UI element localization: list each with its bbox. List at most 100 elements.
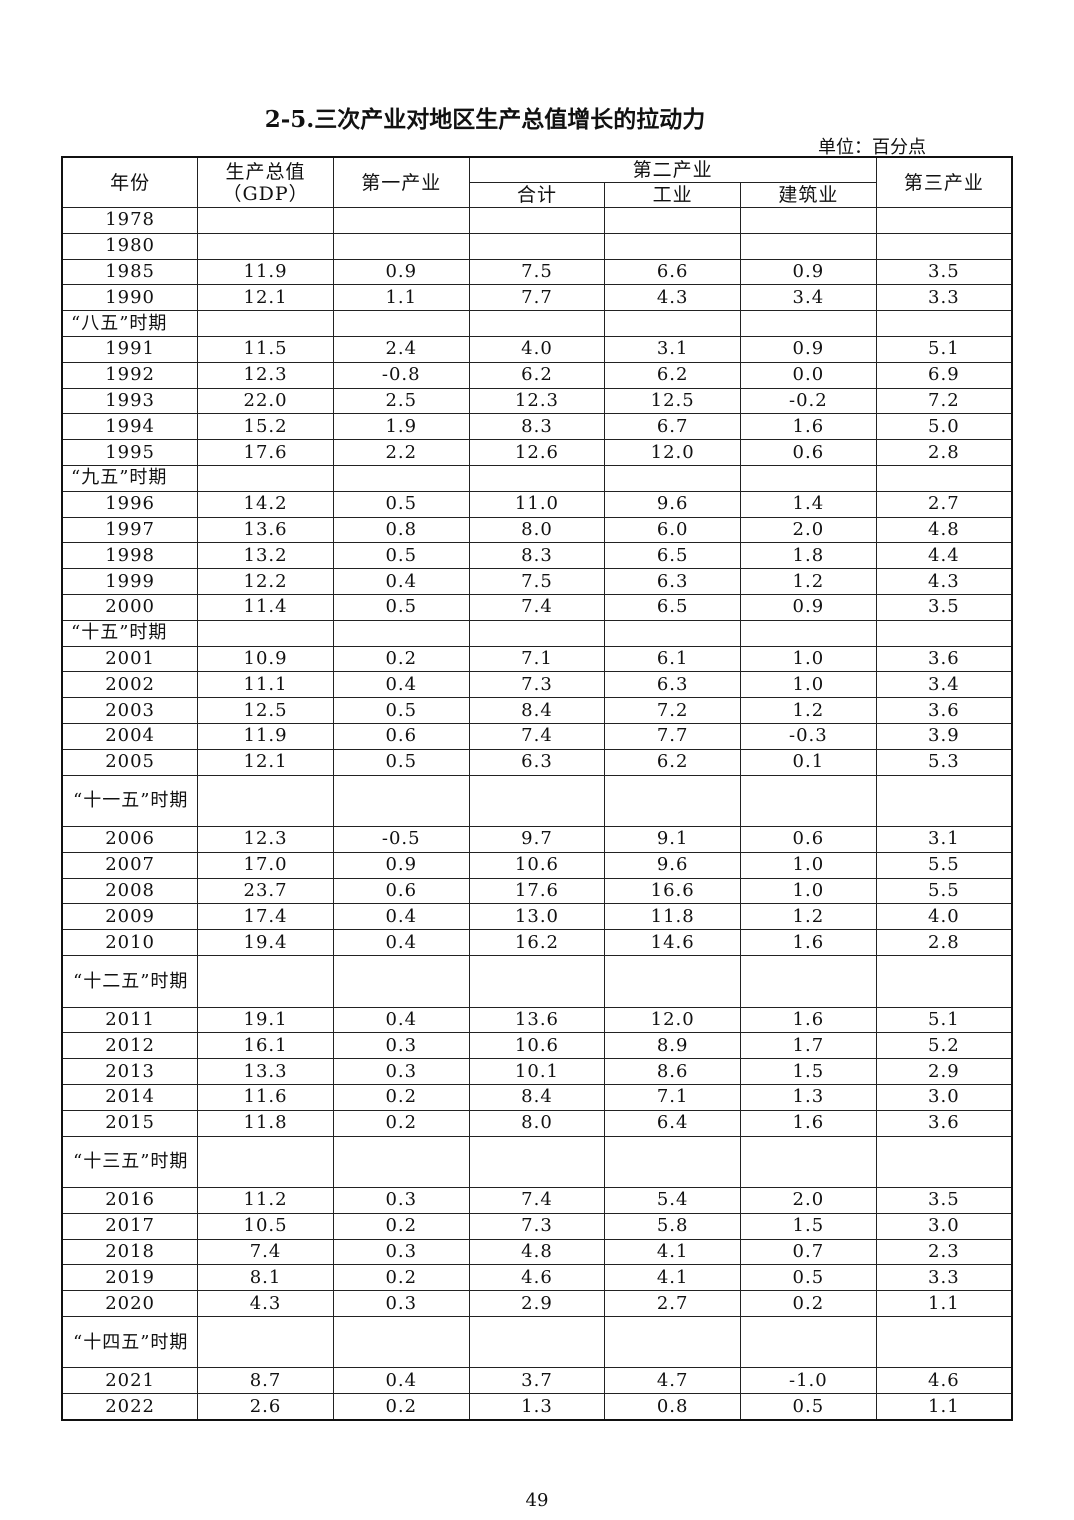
table-row: 2018 7.4 0.3 4.8 4.1 0.7 2.3 [61,1238,1013,1266]
industry-cell: 7.2 [604,697,742,724]
period-row: “十四五”时期 [61,1315,1013,1369]
gdp-cell: 12.3 [197,826,334,853]
industry-cell: 6.2 [604,748,742,776]
secondary-total-cell: 13.0 [468,903,606,931]
gdp-cell: 10.9 [197,645,334,673]
row-label: 2002 [61,671,199,699]
gdp-cell [197,1135,334,1188]
header-industry: 工业 [604,182,742,208]
gdp-cell: 11.2 [197,1187,334,1214]
secondary-total-cell: 3.7 [468,1367,606,1395]
primary-cell: 1.1 [332,284,470,312]
secondary-total-cell [468,619,606,647]
secondary-total-cell: 8.4 [468,697,606,724]
secondary-total-cell: 7.3 [468,1212,606,1240]
tertiary-cell: 3.5 [875,1187,1013,1214]
industry-cell: 6.3 [604,671,742,699]
tertiary-cell [875,1135,1013,1188]
secondary-total-cell: 4.8 [468,1238,606,1266]
period-row: “十一五”时期 [61,774,1013,828]
primary-cell: 0.3 [332,1058,470,1085]
table-row: 1985 11.9 0.9 7.5 6.6 0.9 3.5 [61,258,1013,286]
construction-cell: 1.0 [740,851,877,879]
tertiary-cell: 4.8 [875,516,1013,544]
primary-cell: 0.4 [332,568,470,595]
tertiary-cell: 3.0 [875,1212,1013,1240]
table-row: 2020 4.3 0.3 2.9 2.7 0.2 1.1 [61,1290,1013,1317]
secondary-total-cell [468,310,606,337]
secondary-total-cell [468,1135,606,1188]
primary-cell: 0.5 [332,697,470,724]
tertiary-cell: 4.3 [875,568,1013,595]
row-label: 2000 [61,593,199,621]
tertiary-cell: 3.6 [875,645,1013,673]
row-label: 2004 [61,722,199,750]
table-row: 1995 17.6 2.2 12.6 12.0 0.6 2.8 [61,439,1013,466]
secondary-total-cell: 10.6 [468,851,606,879]
construction-cell: 1.2 [740,903,877,931]
header-construction: 建筑业 [740,182,877,208]
construction-cell: 1.5 [740,1212,877,1240]
industry-cell: 7.7 [604,722,742,750]
industry-cell: 6.3 [604,568,742,595]
primary-cell: 0.9 [332,851,470,879]
gdp-cell [197,619,334,647]
secondary-total-cell [468,955,606,1008]
table-row: 2007 17.0 0.9 10.6 9.6 1.0 5.5 [61,851,1013,879]
gdp-cell: 11.4 [197,593,334,621]
row-label: 2015 [61,1109,199,1137]
construction-cell: 0.9 [740,335,877,363]
row-label: 1992 [61,361,199,389]
tertiary-cell: 5.5 [875,877,1013,905]
row-label: 2010 [61,929,199,957]
secondary-total-cell: 8.0 [468,1109,606,1137]
primary-cell: 2.5 [332,387,470,415]
primary-cell: 0.5 [332,748,470,776]
industry-cell: 6.5 [604,593,742,621]
secondary-total-cell: 8.0 [468,516,606,544]
table-row: 2005 12.1 0.5 6.3 6.2 0.1 5.3 [61,748,1013,776]
tertiary-cell: 1.1 [875,1393,1013,1421]
gdp-cell: 12.1 [197,284,334,312]
gdp-cell: 11.9 [197,258,334,286]
primary-cell: 0.4 [332,1006,470,1034]
primary-cell: 0.3 [332,1238,470,1266]
gdp-cell [197,955,334,1008]
industry-cell: 8.9 [604,1032,742,1060]
primary-cell: 0.4 [332,903,470,931]
tertiary-cell: 5.2 [875,1032,1013,1060]
row-label: “八五”时期 [61,310,199,337]
industry-cell: 16.6 [604,877,742,905]
row-label: 1978 [61,207,199,234]
construction-cell [740,1135,877,1188]
row-label: “十四五”时期 [61,1315,199,1369]
tertiary-cell: 3.4 [875,671,1013,699]
industry-cell: 12.5 [604,387,742,415]
row-label: 2001 [61,645,199,673]
gdp-cell: 8.1 [197,1264,334,1292]
table-row: 2015 11.8 0.2 8.0 6.4 1.6 3.6 [61,1109,1013,1137]
construction-cell: 0.7 [740,1238,877,1266]
industry-cell: 0.8 [604,1393,742,1421]
table-row: 2009 17.4 0.4 13.0 11.8 1.2 4.0 [61,903,1013,931]
gdp-cell: 13.2 [197,542,334,570]
period-row: “十五”时期 [61,619,1013,647]
row-label: 2007 [61,851,199,879]
construction-cell: 2.0 [740,516,877,544]
gdp-cell: 17.0 [197,851,334,879]
gdp-cell: 11.9 [197,722,334,750]
table-row: 1997 13.6 0.8 8.0 6.0 2.0 4.8 [61,516,1013,544]
primary-cell [332,232,470,260]
secondary-total-cell: 2.9 [468,1290,606,1317]
row-label: “十三五”时期 [61,1135,199,1188]
construction-cell [740,207,877,234]
construction-cell: 1.5 [740,1058,877,1085]
industry-cell: 12.0 [604,1006,742,1034]
table-row: 2001 10.9 0.2 7.1 6.1 1.0 3.6 [61,645,1013,673]
secondary-total-cell: 7.4 [468,593,606,621]
secondary-total-cell: 17.6 [468,877,606,905]
period-row: “九五”时期 [61,464,1013,492]
industry-cell: 8.6 [604,1058,742,1085]
secondary-total-cell: 13.6 [468,1006,606,1034]
table-row: 2006 12.3 -0.5 9.7 9.1 0.6 3.1 [61,826,1013,853]
